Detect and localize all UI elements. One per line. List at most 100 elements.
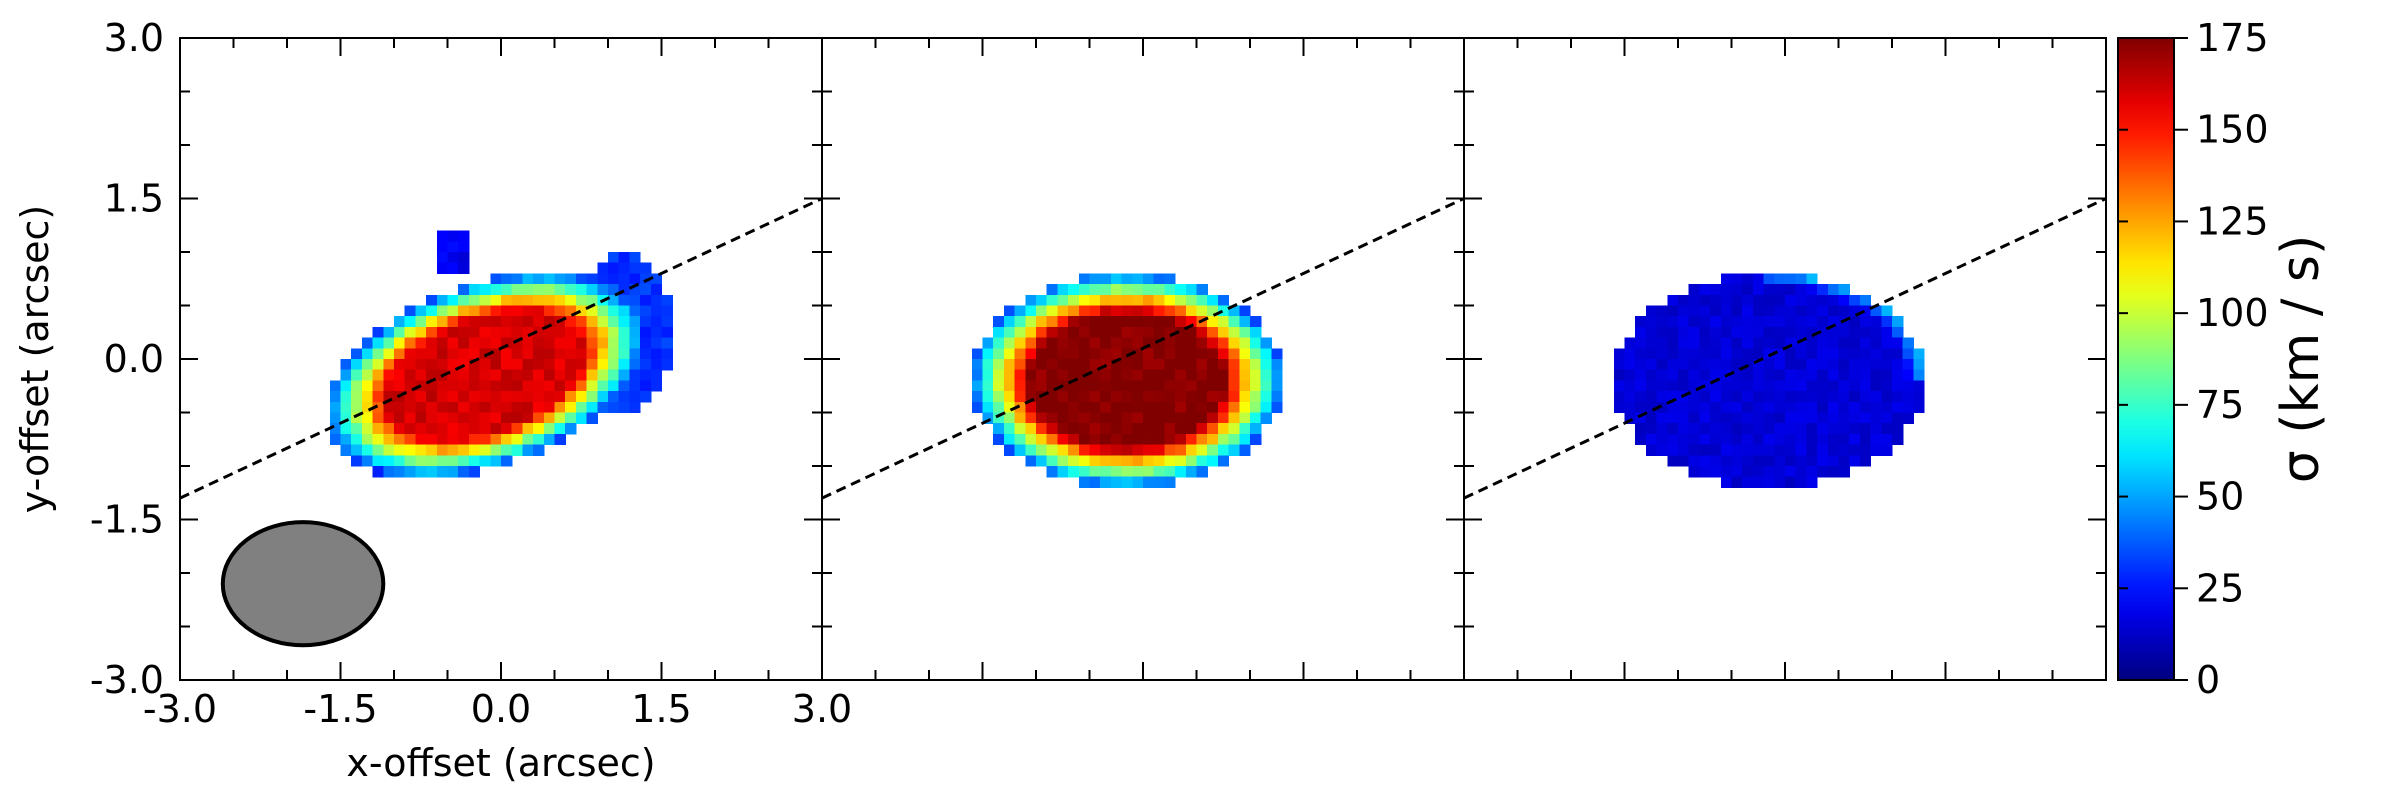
map-pixel — [426, 337, 438, 349]
map-pixel — [1731, 359, 1743, 371]
map-pixel — [1688, 316, 1700, 328]
map-pixel — [629, 401, 641, 414]
map-pixel — [1902, 359, 1914, 371]
map-pixel — [501, 273, 513, 285]
map-pixel — [533, 359, 545, 371]
map-pixel — [629, 359, 641, 371]
map-pixel — [1763, 337, 1775, 349]
map-pixel — [404, 455, 416, 467]
map-pixel — [1635, 412, 1647, 424]
panel-1 — [179, 197, 823, 648]
map-pixel — [1260, 359, 1272, 371]
map-pixel — [1838, 326, 1850, 339]
map-pixel — [1892, 337, 1904, 349]
map-pixel — [501, 348, 513, 360]
map-pixel — [1250, 348, 1262, 360]
map-pixel — [1153, 305, 1165, 317]
map-pixel — [1239, 369, 1251, 381]
map-pixel — [447, 262, 459, 274]
map-pixel — [404, 326, 416, 339]
map-pixel — [394, 444, 406, 456]
map-pixel — [1785, 412, 1797, 424]
map-pixel — [1100, 476, 1112, 488]
map-pixel — [1667, 444, 1679, 456]
map-pixel — [1785, 423, 1797, 435]
map-pixel — [1175, 444, 1187, 456]
map-pixel — [458, 433, 470, 446]
map-pixel — [1849, 369, 1861, 381]
map-pixel — [993, 348, 1005, 360]
map-pixel — [1153, 348, 1165, 360]
map-pixel — [1742, 369, 1754, 381]
map-pixel — [1870, 423, 1882, 435]
map-pixel — [1239, 401, 1251, 414]
map-pixel — [554, 273, 566, 285]
map-pixel — [501, 423, 513, 435]
map-pixel — [1817, 348, 1829, 360]
map-pixel — [1153, 326, 1165, 339]
map-pixel — [575, 401, 588, 414]
map-pixel — [1025, 316, 1037, 328]
map-pixel — [1025, 391, 1037, 403]
map-pixel — [1175, 455, 1187, 467]
map-pixel — [1817, 369, 1829, 381]
map-pixel — [447, 391, 459, 403]
map-pixel — [650, 337, 663, 349]
map-pixel — [1678, 423, 1690, 435]
map-pixel — [479, 316, 491, 328]
map-pixel — [1795, 455, 1807, 467]
map-pixel — [554, 412, 566, 424]
map-pixel — [1774, 305, 1786, 317]
map-pixel — [383, 444, 395, 456]
map-pixel — [650, 305, 663, 317]
map-pixel — [1143, 326, 1155, 339]
map-pixel — [1153, 423, 1165, 435]
map-pixel — [1068, 466, 1080, 478]
map-pixel — [468, 412, 481, 424]
map-pixel — [436, 230, 449, 242]
map-pixel — [575, 316, 588, 328]
map-pixel — [586, 273, 598, 285]
map-pixel — [501, 369, 513, 381]
map-pixel — [1153, 316, 1165, 328]
map-pixel — [1046, 294, 1058, 307]
map-pixel — [490, 401, 502, 414]
map-pixel — [447, 252, 459, 264]
map-pixel — [629, 380, 641, 392]
map-pixel — [565, 337, 577, 349]
map-pixel — [383, 391, 395, 403]
map-pixel — [1121, 444, 1133, 456]
map-pixel — [436, 294, 449, 307]
map-pixel — [1132, 348, 1144, 360]
map-pixel — [1185, 455, 1198, 467]
map-pixel — [629, 348, 641, 360]
map-pixel — [1902, 391, 1914, 403]
map-pixel — [1731, 455, 1743, 467]
map-pixel — [522, 369, 534, 381]
map-pixel — [1057, 337, 1069, 349]
map-pixel — [1913, 380, 1925, 392]
map-pixel — [618, 273, 630, 285]
map-pixel — [554, 391, 566, 403]
map-pixel — [1699, 359, 1711, 371]
map-pixel — [1613, 391, 1626, 403]
map-pixel — [1731, 316, 1743, 328]
map-pixel — [1774, 455, 1786, 467]
map-pixel — [1164, 466, 1176, 478]
map-pixel — [1710, 423, 1722, 435]
map-pixel — [1656, 423, 1668, 435]
map-pixel — [490, 284, 502, 296]
map-pixel — [1207, 337, 1219, 349]
map-pixel — [533, 380, 545, 392]
map-pixel — [1881, 337, 1893, 349]
map-pixel — [618, 262, 630, 274]
map-pixel — [1806, 433, 1818, 446]
map-pixel — [1667, 433, 1679, 446]
map-pixel — [1153, 401, 1165, 414]
map-pixel — [1849, 380, 1861, 392]
map-pixel — [1132, 412, 1144, 424]
map-pixel — [1645, 337, 1658, 349]
map-pixel — [1870, 305, 1882, 317]
map-pixel — [1763, 380, 1775, 392]
map-pixel — [1025, 294, 1037, 307]
